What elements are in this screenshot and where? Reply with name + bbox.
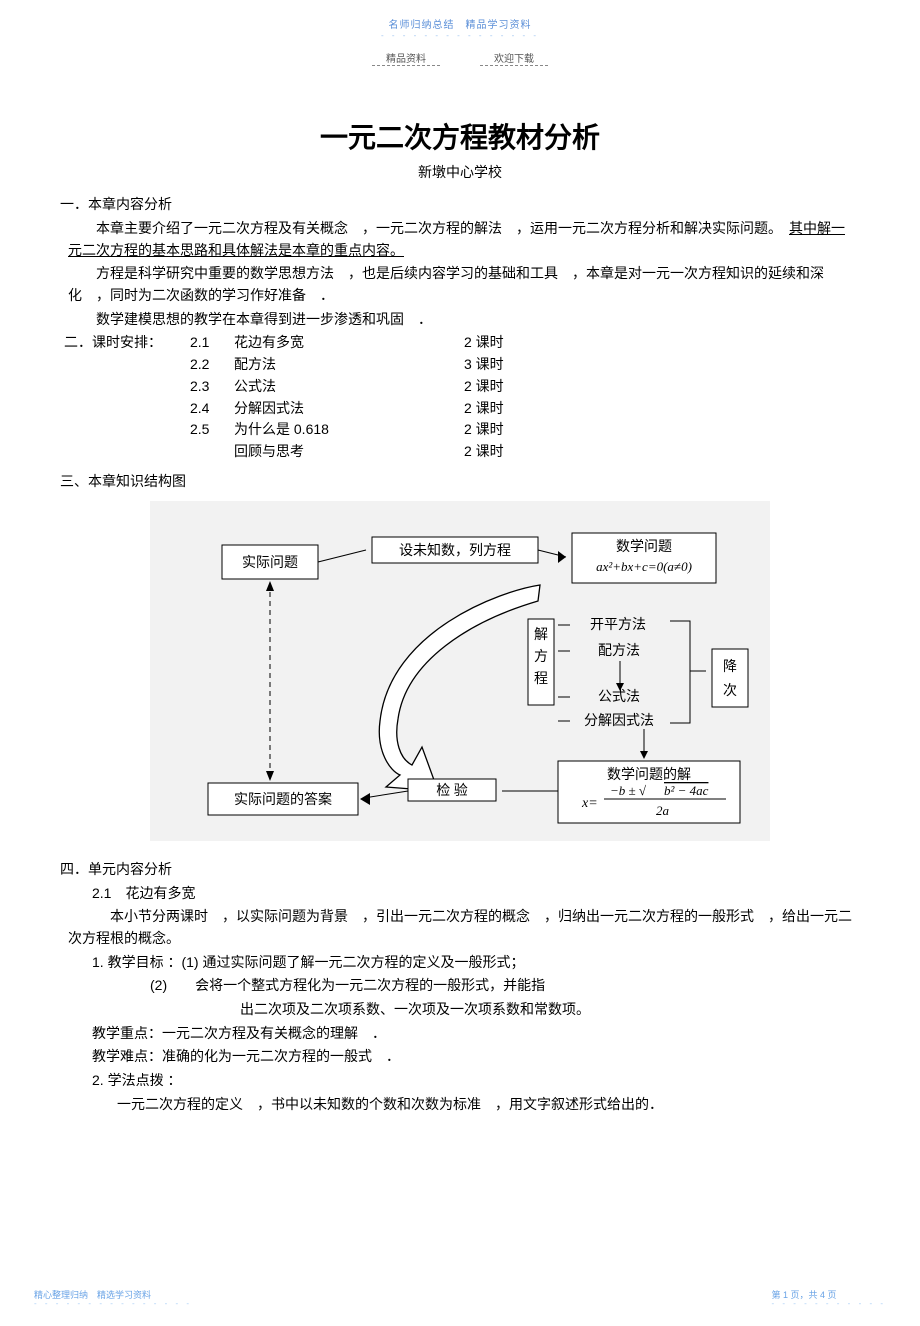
schedule-name: 回顾与思考 — [234, 441, 464, 463]
node-math-problem-b: ax²+bx+c=0(a≠0) — [596, 559, 692, 574]
node-m2: 配方法 — [598, 643, 640, 659]
page-title: 一元二次方程教材分析 — [60, 116, 860, 156]
schedule-name: 为什么是 0.618 — [234, 419, 464, 441]
node-reduce-2: 次 — [723, 683, 737, 699]
section1-p3: 数学建模思想的教学在本章得到进一步渗透和巩固 ． — [60, 309, 860, 331]
node-solution-t: 数学问题的解 — [607, 767, 691, 783]
section4-goal1-row: 1. 教学目标 ：(1) 通过实际问题了解一元二次方程的定义及一般形式； — [60, 952, 860, 974]
goal-label: 1. 教学目标 ： — [92, 954, 181, 970]
schedule-hours: 2 课时 — [464, 441, 544, 463]
schedule-hours: 2 课时 — [464, 332, 544, 354]
schedule-row: 2.4 分解因式法 2 课时 — [60, 398, 860, 420]
node-solve-2: 方 — [534, 649, 548, 665]
footer-left: 精心整理归纳 精选学习资料 - - - - - - - - - - - - - … — [34, 1288, 192, 1308]
goal1-text: (1) 通过实际问题了解一元二次方程的定义及一般形式； — [181, 954, 524, 970]
header-subrow: 精品资料 欢迎下载 — [60, 50, 860, 66]
node-solve-1: 解 — [534, 627, 548, 643]
header-dots: - - - - - - - - - - - - - - - — [60, 31, 860, 40]
header-banner: 名师归纳总结 精品学习资料 — [60, 16, 860, 31]
header-sub-right: 欢迎下载 — [480, 50, 548, 66]
schedule-block: 二．课时安排： 2.1 花边有多宽 2 课时 2.2 配方法 3 课时 2.3 … — [60, 332, 860, 462]
schedule-name: 公式法 — [234, 376, 464, 398]
footer-right-dots: - - - - - - - - - - - — [771, 1299, 886, 1308]
schedule-hours: 2 课时 — [464, 376, 544, 398]
section4-goal2b: 出二次项及二次项系数、一次项及一次项系数和常数项。 — [60, 999, 860, 1021]
section1-p1a: 本章主要介绍了一元二次方程及有关概念 ，一元二次方程的解法 ，运用一元二次方程分… — [96, 220, 789, 236]
section2-head: 二．课时安排： — [60, 332, 190, 354]
schedule-code: 2.4 — [190, 398, 234, 420]
node-m3: 公式法 — [598, 689, 640, 705]
node-real-answer: 实际问题的答案 — [234, 791, 332, 808]
node-reduce-1: 降 — [723, 659, 737, 675]
footer-left-dots: - - - - - - - - - - - - - - - — [34, 1299, 192, 1308]
header-sub-left: 精品资料 — [372, 50, 440, 66]
section4-goal2a: (2) 会将一个整式方程化为一元二次方程的一般形式，并能指 — [60, 975, 860, 997]
section4-tip-label: 2. 学法点拨 ： — [60, 1070, 860, 1092]
node-set-unknown: 设未知数，列方程 — [399, 542, 511, 559]
section4-diff: 教学难点：准确的化为一元二次方程的一般式 ． — [60, 1046, 860, 1068]
section1-p2: 方程是科学研究中重要的数学思想方法 ，也是后续内容学习的基础和工具 ，本章是对一… — [60, 263, 860, 306]
schedule-row: 2.5 为什么是 0.618 2 课时 — [60, 419, 860, 441]
section4-tip-body: 一元二次方程的定义 ，书中以未知数的个数和次数为标准 ，用文字叙述形式给出的． — [60, 1094, 860, 1116]
footer-right: 第 1 页，共 4 页 - - - - - - - - - - - — [771, 1288, 886, 1308]
school-name: 新墩中心学校 — [60, 162, 860, 182]
section4-head: 四．单元内容分析 — [60, 859, 860, 879]
node-m4: 分解因式法 — [584, 713, 654, 729]
section4-subhead: 2.1 花边有多宽 — [60, 883, 860, 905]
schedule-row: 回顾与思考 2 课时 — [60, 441, 860, 463]
node-solution-x: x= — [581, 796, 598, 811]
structure-diagram: 实际问题 设未知数，列方程 数学问题 ax²+bx+c=0(a≠0) 解 方 程… — [150, 501, 770, 841]
schedule-hours: 3 课时 — [464, 354, 544, 376]
schedule-hours: 2 课时 — [464, 419, 544, 441]
node-solve-3: 程 — [534, 671, 548, 687]
schedule-name: 分解因式法 — [234, 398, 464, 420]
node-solution-den: 2a — [656, 803, 670, 818]
schedule-row: 2.3 公式法 2 课时 — [60, 376, 860, 398]
schedule-code: 2.5 — [190, 419, 234, 441]
schedule-name: 配方法 — [234, 354, 464, 376]
node-solution-rad: b² − 4ac — [664, 783, 709, 798]
schedule-name: 花边有多宽 — [234, 332, 464, 354]
section4-focus: 教学重点：一元二次方程及有关概念的理解 ． — [60, 1023, 860, 1045]
node-m1: 开平方法 — [590, 617, 646, 633]
section3-head: 三、本章知识结构图 — [60, 471, 860, 491]
schedule-code — [190, 441, 234, 463]
schedule-code: 2.3 — [190, 376, 234, 398]
schedule-hours: 2 课时 — [464, 398, 544, 420]
section1-head: 一．本章内容分析 — [60, 194, 860, 214]
node-math-problem-t: 数学问题 — [616, 539, 672, 555]
schedule-row: 二．课时安排： 2.1 花边有多宽 2 课时 — [60, 332, 860, 354]
section4-p1: 本小节分两课时 ，以实际问题为背景 ，引出一元二次方程的概念 ，归纳出一元二次方… — [60, 906, 860, 949]
schedule-row: 2.2 配方法 3 课时 — [60, 354, 860, 376]
section1-p1: 本章主要介绍了一元二次方程及有关概念 ，一元二次方程的解法 ，运用一元二次方程分… — [60, 218, 860, 261]
schedule-code: 2.1 — [190, 332, 234, 354]
node-solution-num: −b ± √ — [610, 783, 647, 798]
schedule-code: 2.2 — [190, 354, 234, 376]
node-check: 检 验 — [436, 783, 468, 799]
node-real-problem: 实际问题 — [242, 555, 298, 571]
